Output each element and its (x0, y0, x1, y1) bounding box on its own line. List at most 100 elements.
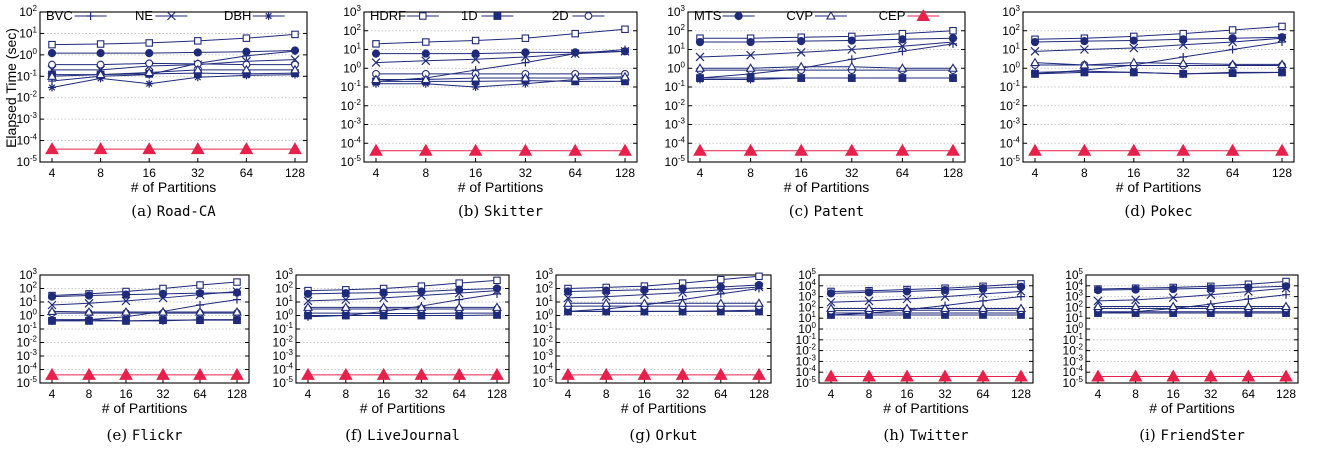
point-cvp (340, 302, 351, 311)
point-hdrf (755, 272, 763, 281)
point-1d (417, 311, 426, 320)
x-tick-label: 32 (1204, 387, 1218, 401)
point-cvp (1205, 301, 1216, 311)
series-line-1d (308, 314, 498, 316)
subfigure-caption: (i) FriendSter (1139, 426, 1245, 444)
point-ne (601, 292, 611, 302)
y-tick-label: 102 (19, 281, 37, 296)
point-cvp (454, 302, 465, 311)
series-hdrf (48, 30, 299, 49)
y-tick-label: 10-3 (273, 348, 294, 363)
point-cep (190, 142, 205, 155)
series-line-hdrf (51, 281, 238, 297)
point-cvp (754, 298, 764, 307)
point-ne (826, 297, 836, 307)
y-tick-label: 10-3 (1063, 353, 1084, 368)
chart-panel-patent: 10-5 10-4 10-3 10-2 10-1 100 101 102 103 4 8 16 32 64… (665, 4, 966, 220)
point-1d (1179, 69, 1188, 78)
series-line-hdrf (830, 283, 1022, 292)
point-cep (418, 143, 433, 156)
point-ne (1030, 46, 1040, 56)
point-mts (379, 288, 388, 297)
point-mts (421, 49, 430, 58)
series-1d (696, 74, 957, 82)
legend-label: 1D (461, 8, 478, 23)
legend-item-bvc: BVC (46, 8, 107, 23)
point-cvp (940, 303, 950, 312)
point-1d (233, 316, 241, 325)
x-axis-label: # of Partitions (458, 179, 544, 195)
point-cvp (371, 74, 381, 84)
series-line-bvc (699, 43, 954, 79)
point-cvp (241, 64, 252, 74)
x-axis-label: # of Partitions (1149, 400, 1235, 416)
x-tick-label: 8 (342, 387, 349, 401)
x-axis-label: # of Partitions (131, 179, 217, 195)
point-cep (946, 143, 960, 156)
point-mts (1016, 282, 1026, 291)
series-2d (304, 305, 501, 314)
point-1d (196, 316, 204, 325)
point-cvp (601, 298, 612, 307)
series-mts (47, 46, 300, 58)
legend-marker-2d (584, 12, 593, 20)
point-hdrf (621, 25, 629, 34)
series-line-2d (1035, 64, 1282, 67)
point-cep (824, 369, 838, 382)
x-tick-label: 64 (1242, 387, 1256, 401)
point-ne (1093, 296, 1103, 306)
point-mts (242, 47, 251, 56)
y-tick-label: 10-2 (796, 343, 817, 358)
point-cvp (1079, 59, 1090, 69)
point-mts (797, 37, 806, 46)
point-cep (239, 142, 254, 155)
x-tick-label: 16 (638, 387, 652, 401)
y-tick-label: 10-5 (17, 154, 38, 169)
y-tick-label: 100 (667, 60, 685, 75)
point-cep (895, 143, 910, 156)
legend-label: HDRF (370, 8, 406, 23)
point-cvp (1227, 59, 1238, 68)
y-tick-label: 10-5 (17, 375, 38, 390)
point-mts (1281, 282, 1291, 291)
legend-item-hdrf: HDRF (370, 8, 439, 23)
series-1d (48, 316, 241, 325)
point-2d (145, 59, 154, 68)
subfigure-caption: (a) Road-CA (131, 202, 216, 220)
point-cvp (897, 63, 908, 72)
point-cvp (864, 303, 874, 312)
plot-frame (555, 274, 772, 384)
x-tick-label: 128 (749, 387, 769, 401)
point-hdrf (145, 39, 153, 47)
y-tick-label: 102 (19, 4, 37, 19)
y-tick-label: 101 (798, 310, 816, 325)
point-ne (1131, 295, 1141, 305)
point-mts (96, 49, 105, 58)
y-tick-label: 10-1 (341, 79, 362, 94)
point-hdrf (372, 40, 380, 48)
series-line-dbh (51, 74, 296, 88)
series-line-mts (52, 49, 296, 54)
series-line-mts (376, 50, 626, 55)
y-tick-label: 10-1 (1063, 332, 1084, 347)
x-tick-label: 8 (866, 387, 873, 401)
x-tick-label: 16 (377, 387, 391, 401)
series-cvp (47, 64, 300, 80)
point-mts (1169, 284, 1178, 294)
y-tick-label: 100 (19, 308, 37, 323)
y-axis-label: Elapsed Time (sec) (3, 28, 19, 148)
point-ne (1206, 290, 1216, 300)
legend-item-2d: 2D (552, 8, 605, 23)
plot-frame (39, 274, 250, 384)
y-tick-label: 103 (1065, 289, 1083, 304)
point-cep (1203, 369, 1218, 382)
y-tick-label: 10-1 (1000, 79, 1021, 94)
point-cvp (826, 303, 836, 312)
series-line-mts (1034, 36, 1283, 43)
x-tick-label: 4 (1095, 387, 1102, 401)
x-tick-label: 128 (227, 387, 247, 401)
series-line-cvp (700, 66, 953, 69)
point-cep (561, 367, 575, 380)
x-tick-label: 64 (569, 166, 583, 180)
